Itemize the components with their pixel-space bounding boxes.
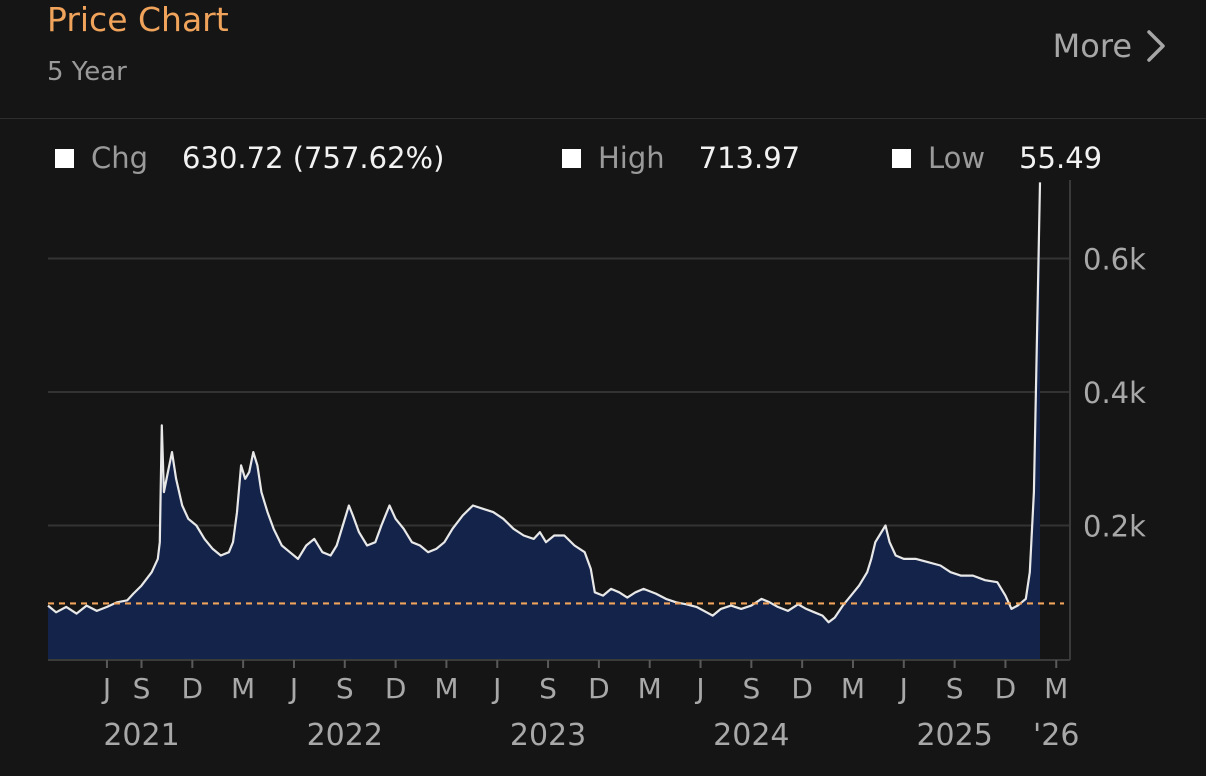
x-month-label: S: [133, 672, 151, 705]
price-line: [47, 182, 1042, 624]
stat-change-label: Chg: [91, 141, 149, 175]
stat-high-label: High: [598, 141, 665, 175]
stat-change-value: 630.72 (757.62%): [182, 141, 445, 175]
price-area: [48, 182, 1040, 659]
x-month-label: J: [491, 672, 501, 705]
x-month-label: M: [231, 672, 255, 705]
stats-row: Chg 630.72 (757.62%) High 713.97 Low 55.…: [0, 136, 1206, 180]
chevron-right-icon: [1146, 29, 1166, 63]
x-month-label: S: [742, 672, 760, 705]
y-tick-label: 0.4k: [1083, 376, 1146, 410]
x-month-label: D: [385, 672, 407, 705]
more-label: More: [1052, 27, 1132, 65]
x-month-label: D: [588, 672, 610, 705]
x-month-label: M: [1044, 672, 1068, 705]
x-year-label: 2021: [103, 718, 179, 753]
x-year-label: 2024: [713, 718, 789, 753]
stat-low-label: Low: [928, 141, 986, 175]
chart-period: 5 Year: [47, 57, 127, 87]
stat-change: Chg 630.72 (757.62%): [55, 136, 444, 180]
x-month-label: S: [336, 672, 354, 705]
square-icon: [55, 148, 74, 168]
square-icon: [892, 148, 911, 168]
x-year-label: 2025: [916, 718, 992, 753]
x-month-label: J: [101, 672, 111, 705]
stat-low: Low 55.49: [892, 136, 1102, 180]
x-year-label: 2022: [307, 718, 383, 753]
square-icon: [562, 148, 581, 168]
x-month-label: S: [539, 672, 557, 705]
x-month-label: D: [791, 672, 813, 705]
x-month-label: M: [638, 672, 662, 705]
y-tick-label: 0.6k: [1083, 243, 1146, 277]
stat-low-value: 55.49: [1019, 141, 1103, 175]
more-link[interactable]: More: [1053, 26, 1166, 66]
x-month-label: D: [182, 672, 204, 705]
x-year-label: 2023: [510, 718, 586, 753]
chart-header: Price Chart 5 Year More: [0, 0, 1206, 119]
chart-title: Price Chart: [47, 0, 229, 39]
x-month-label: J: [898, 672, 908, 705]
x-month-label: J: [288, 672, 298, 705]
x-year-label: '26: [1033, 718, 1079, 753]
x-month-label: D: [995, 672, 1017, 705]
x-month-label: J: [694, 672, 704, 705]
x-month-label: S: [946, 672, 964, 705]
x-month-label: M: [841, 672, 865, 705]
stat-high-value: 713.97: [698, 141, 801, 175]
y-tick-label: 0.2k: [1083, 510, 1146, 544]
stat-high: High 713.97: [562, 136, 800, 180]
x-month-label: M: [434, 672, 458, 705]
